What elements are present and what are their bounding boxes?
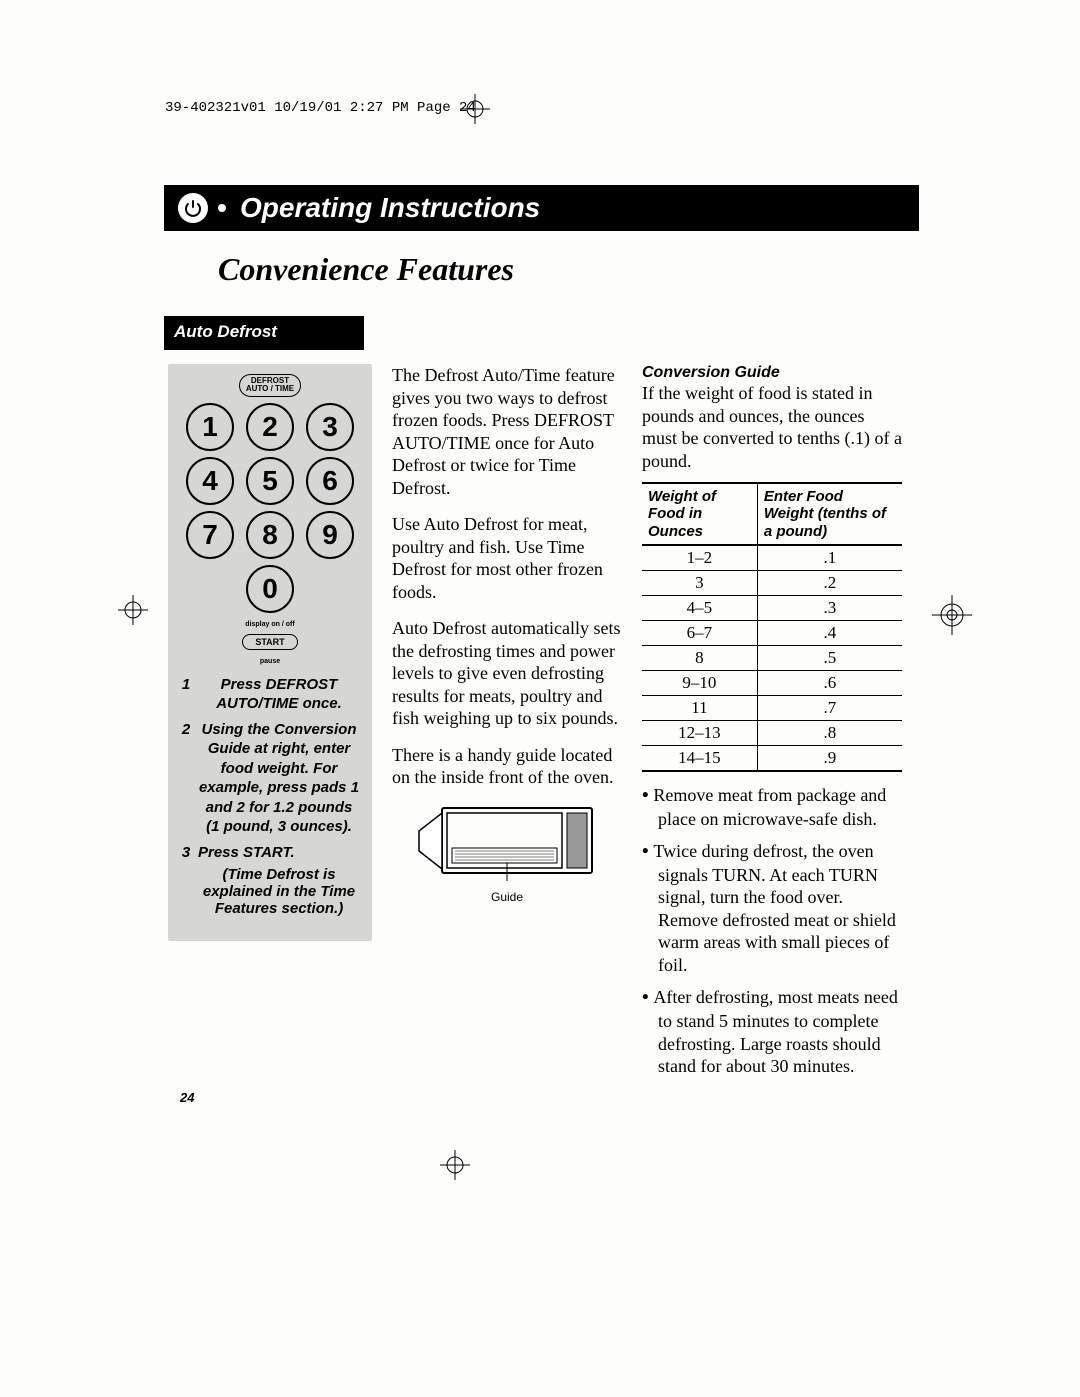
keypad-panel: DEFROSTAUTO / TIME 1 2 3 4 5 6 7 8 9 [168, 364, 372, 941]
microwave-figure: Guide [392, 803, 622, 904]
instruction-steps: 1Press DEFROST AUTO/TIME once. 2Using th… [176, 665, 364, 928]
para-3: Auto Defrost automatically sets the defr… [392, 617, 622, 730]
table-row: 8.5 [642, 645, 902, 670]
description-column: The Defrost Auto/Time feature gives you … [392, 364, 622, 1088]
table-row: 4–5.3 [642, 595, 902, 620]
keypad-2: 2 [246, 403, 294, 451]
keypad-1: 1 [186, 403, 234, 451]
conversion-table: Weight of Food in Ounces Enter Food Weig… [642, 482, 902, 772]
pause-label: pause [176, 658, 364, 665]
crop-mark-icon [932, 595, 972, 635]
keypad-6: 6 [306, 457, 354, 505]
defrost-auto-time-button: DEFROSTAUTO / TIME [239, 374, 301, 397]
table-row: 6–7.4 [642, 620, 902, 645]
banner-title: Operating Instructions [240, 192, 540, 224]
table-row: 1–2.1 [642, 545, 902, 571]
keypad-4: 4 [186, 457, 234, 505]
section-label: Auto Defrost [164, 316, 364, 350]
table-row: 14–15.9 [642, 745, 902, 771]
tip-3: After defrosting, most meats need to sta… [642, 986, 902, 1077]
para-2: Use Auto Defrost for meat, poultry and f… [392, 513, 622, 603]
keypad-9: 9 [306, 511, 354, 559]
tip-1: Remove meat from package and place on mi… [642, 784, 902, 830]
banner-circle-icon [178, 193, 208, 223]
figure-caption: Guide [392, 890, 622, 904]
step-1: 1Press DEFROST AUTO/TIME once. [180, 675, 360, 714]
banner-dot-icon [218, 204, 226, 212]
crop-mark-icon [118, 595, 148, 625]
subtitle: Convenience Features [218, 251, 970, 288]
table-row: 9–10.6 [642, 670, 902, 695]
display-on-off-label: display on / off [176, 621, 364, 628]
keypad-5: 5 [246, 457, 294, 505]
conversion-intro: If the weight of food is stated in pound… [642, 382, 902, 472]
step-2: 2Using the Conversion Guide at right, en… [180, 720, 360, 837]
step-note: (Time Defrost is explained in the Time F… [198, 866, 360, 917]
tips-list: Remove meat from package and place on mi… [642, 784, 902, 1078]
table-row: 12–13.8 [642, 720, 902, 745]
keypad-8: 8 [246, 511, 294, 559]
table-row: 11.7 [642, 695, 902, 720]
table-header-weight: Weight of Food in Ounces [642, 483, 757, 545]
keypad-7: 7 [186, 511, 234, 559]
conversion-guide-title: Conversion Guide [642, 364, 902, 382]
table-row: 3.2 [642, 570, 902, 595]
para-4: There is a handy guide located on the in… [392, 744, 622, 789]
crop-mark-icon [460, 94, 490, 124]
keypad-0: 0 [246, 565, 294, 613]
step-3: 3Press START. [180, 843, 360, 863]
crop-mark-icon [440, 1150, 470, 1180]
page-number: 24 [180, 1090, 194, 1105]
start-button: START [242, 634, 297, 650]
page-header: 39-402321v01 10/19/01 2:27 PM Page 24 [165, 100, 476, 116]
keypad-3: 3 [306, 403, 354, 451]
table-header-enter: Enter Food Weight (tenths of a pound) [757, 483, 902, 545]
section-banner: Operating Instructions [164, 185, 919, 231]
para-1: The Defrost Auto/Time feature gives you … [392, 364, 622, 499]
tip-2: Twice during defrost, the oven signals T… [642, 840, 902, 976]
